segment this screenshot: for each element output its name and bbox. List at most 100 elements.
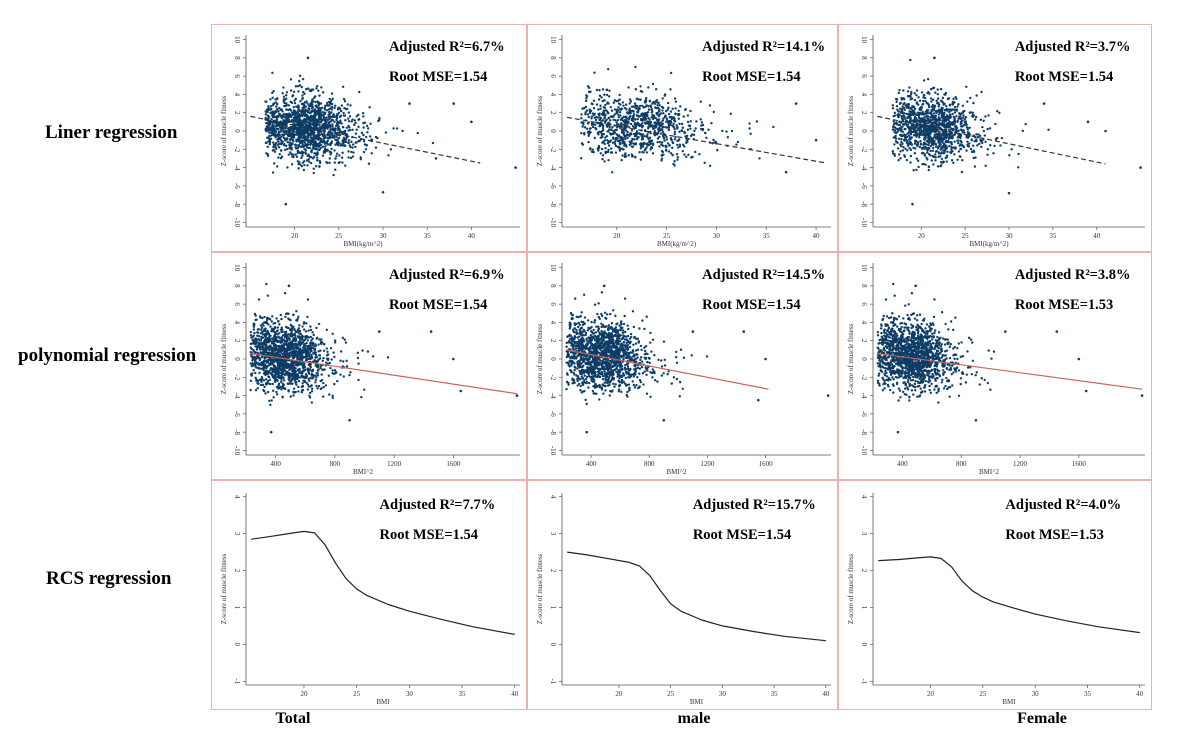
scatter-point <box>1024 123 1027 126</box>
scatter-point <box>758 157 761 160</box>
scatter-point <box>266 390 270 394</box>
scatter-point <box>346 103 349 106</box>
scatter-point <box>904 136 907 139</box>
scatter-point <box>940 135 943 138</box>
scatter-point <box>920 91 924 94</box>
scatter-point <box>633 121 637 125</box>
scatter-point <box>301 98 304 101</box>
scatter-point <box>898 88 901 92</box>
scatter-point <box>603 99 606 102</box>
scatter-point <box>904 133 907 137</box>
scatter-point <box>971 115 974 118</box>
scatter-point <box>664 110 668 113</box>
scatter-point <box>961 119 964 122</box>
scatter-point <box>307 160 311 163</box>
scatter-point <box>358 135 361 139</box>
scatter-point <box>908 131 912 134</box>
scatter-point <box>361 111 365 115</box>
scatter-point <box>323 151 327 154</box>
scatter-point <box>303 118 306 121</box>
scatter-point <box>928 92 931 95</box>
scatter-point <box>932 116 936 119</box>
scatter-point <box>291 111 294 114</box>
scatter-point <box>317 89 320 92</box>
scatter-point <box>934 91 937 94</box>
scatter-point <box>897 129 900 132</box>
scatter-point <box>277 127 280 131</box>
scatter-point <box>295 155 299 158</box>
scatter-point <box>660 105 664 109</box>
scatter-point <box>921 123 924 127</box>
scatter-point <box>622 120 626 123</box>
scatter-point <box>629 114 632 118</box>
scatter-point <box>276 102 279 106</box>
scatter-point <box>939 110 943 113</box>
scatter-point <box>915 89 919 92</box>
scatter-point <box>680 122 684 126</box>
scatter-point <box>632 109 635 113</box>
scatter-point <box>955 97 958 100</box>
scatter-point <box>597 144 601 148</box>
scatter-point <box>334 138 337 142</box>
scatter-point <box>585 109 589 112</box>
scatter-point <box>321 395 325 398</box>
scatter-point <box>350 120 353 123</box>
scatter-point <box>656 111 659 115</box>
scatter-point <box>925 131 928 134</box>
y-tick-label: -10 <box>860 218 868 228</box>
scatter-point <box>613 113 616 116</box>
scatter-point <box>703 161 706 165</box>
scatter-point <box>683 153 686 156</box>
scatter-point <box>305 88 308 91</box>
scatter-point <box>301 109 305 112</box>
scatter-point <box>310 138 313 142</box>
scatter-point <box>996 136 999 140</box>
scatter-point <box>332 351 335 354</box>
scatter-point <box>619 122 622 126</box>
scatter-point <box>581 125 584 128</box>
scatter-point <box>270 337 274 340</box>
scatter-point <box>909 95 912 99</box>
scatter-point <box>952 146 956 149</box>
scatter-point <box>922 99 925 103</box>
scatter-point <box>275 385 279 389</box>
scatter-point <box>314 165 318 168</box>
scatter-point <box>280 317 283 321</box>
scatter-point <box>333 382 336 386</box>
scatter-point <box>266 114 270 117</box>
scatter-point <box>950 143 953 146</box>
scatter-point <box>938 142 942 146</box>
scatter-point <box>648 136 652 139</box>
scatter-point <box>984 164 987 167</box>
scatter-point <box>656 103 659 107</box>
scatter-point <box>954 146 957 149</box>
scatter-point <box>309 328 313 332</box>
y-tick-label: 6 <box>549 74 557 78</box>
scatter-point <box>354 121 357 125</box>
scatter-point <box>309 129 313 132</box>
scatter-point <box>689 120 692 123</box>
scatter-point <box>333 127 337 130</box>
scatter-point <box>317 144 321 148</box>
scatter-point <box>926 109 930 112</box>
scatter-point <box>973 165 977 168</box>
scatter-point <box>613 140 617 143</box>
scatter-point <box>641 112 644 115</box>
scatter-point <box>892 123 896 126</box>
scatter-point <box>904 117 907 120</box>
scatter-point <box>341 125 345 129</box>
scatter-point <box>269 403 272 407</box>
scatter-point <box>307 367 310 371</box>
scatter-point <box>935 99 938 103</box>
scatter-point <box>909 148 913 152</box>
scatter-point <box>308 155 312 159</box>
scatter-point <box>694 127 697 130</box>
scatter-point <box>897 123 901 127</box>
scatter-point <box>319 366 322 370</box>
scatter-point <box>292 113 295 116</box>
scatter-point <box>389 148 393 151</box>
scatter-point <box>926 77 930 81</box>
scatter-point <box>266 122 270 125</box>
scatter-point <box>284 315 287 319</box>
scatter-point <box>930 100 933 103</box>
